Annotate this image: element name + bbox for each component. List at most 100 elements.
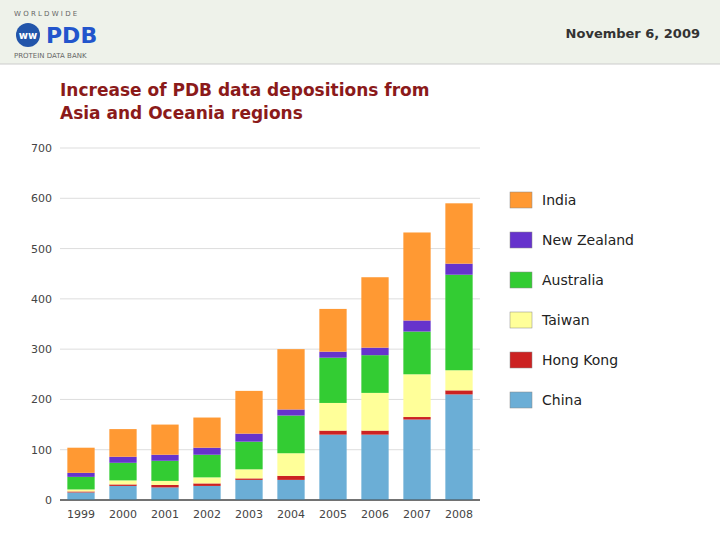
x-tick-label: 2003 [235,508,263,521]
header-band [0,0,720,64]
bar-segment [319,431,346,435]
bar-segment [361,277,388,347]
grid-line [60,148,480,149]
bar-segment [235,469,262,478]
legend-label: Hong Kong [542,352,618,368]
bar-segment [445,370,472,390]
bar-segment [403,320,430,331]
grid-line [60,500,480,501]
legend-swatch [510,392,532,408]
x-tick-label: 2002 [193,508,221,521]
bar-segment [277,416,304,454]
bar-segment [193,486,220,500]
bar-segment [277,476,304,480]
legend-label: China [542,392,582,408]
bar-segment [109,484,136,486]
bar-segment [151,455,178,461]
bar-segment [319,358,346,403]
bar-segment [277,453,304,476]
bar-segment [67,448,94,473]
bar-segment [235,442,262,470]
bar-segment [361,393,388,431]
x-tick-label: 2001 [151,508,179,521]
bar-segment [445,275,472,371]
legend-label: New Zealand [542,232,634,248]
bar-segment [319,435,346,500]
x-axis [60,500,480,501]
bar-segment [319,309,346,352]
legend-label: India [542,192,576,208]
chart: W O R L D W I D E ww PDB PROTEIN DATA BANK N… [0,0,720,540]
bar-segment [193,418,220,448]
legend-label: Australia [542,272,604,288]
bar-segment [361,355,388,393]
x-tick-label: 2004 [277,508,305,521]
y-tick-label: 600 [31,192,52,205]
legend-swatch [510,272,532,288]
bar-segment [67,491,94,492]
legend-swatch [510,232,532,248]
y-tick-label: 500 [31,243,52,256]
bar-segment [151,481,178,485]
bar-segment [403,232,430,320]
bar-segment [67,477,94,490]
y-tick-label: 0 [45,494,52,507]
bar-segment [109,457,136,463]
x-tick-label: 2007 [403,508,431,521]
bar-segment [235,391,262,434]
bar-segment [445,264,472,275]
y-tick-label: 100 [31,444,52,457]
bar-segment [277,349,304,409]
bar-segment [151,487,178,500]
bar-segment [445,390,472,394]
header-rule [0,64,720,65]
bar-segment [193,448,220,455]
x-tick-label: 2005 [319,508,347,521]
bar-segment [193,483,220,486]
bar-segment [235,478,262,480]
bar-segment [277,409,304,415]
x-tick-label: 2008 [445,508,473,521]
bar-segment [235,480,262,500]
logo-globe [16,23,40,47]
bars [67,203,472,500]
bar-segment [403,420,430,500]
bar-segment [361,348,388,356]
y-tick-label: 700 [31,142,52,155]
bar-segment [151,461,178,481]
bar-segment [277,480,304,500]
title: Increase of PDB data depositions from [60,80,430,100]
bar-segment [151,485,178,488]
bar-segment [109,463,136,481]
bar-segment [361,431,388,435]
logo-text: ww [19,30,37,41]
legend-label: Taiwan [541,312,590,328]
bar-segment [193,455,220,478]
bar-segment [445,203,472,263]
subtitle: Asia and Oceania regions [60,103,303,123]
y-tick-label: 200 [31,393,52,406]
grid-line [60,198,480,199]
bar-segment [109,429,136,457]
bar-segment [67,489,94,491]
grid [60,148,480,500]
bar-segment [109,486,136,500]
logo-text: PROTEIN DATA BANK [14,52,87,60]
legend: India New Zealand Australia Taiwan Hong Kong… [510,192,634,408]
bar-segment [67,473,94,477]
legend-swatch [510,312,532,328]
logo-text: PDB [46,23,97,48]
bar-segment [319,403,346,431]
bar-segment [445,394,472,500]
bar-segment [403,332,430,375]
y-tick-label: 300 [31,343,52,356]
legend-swatch [510,352,532,368]
x-tick-label: 2006 [361,508,389,521]
bar-segment [319,352,346,358]
logo-text: W O R L D W I D E [14,10,77,18]
legend-swatch [510,192,532,208]
bar-segment [67,492,94,500]
x-tick-label: 2000 [109,508,137,521]
date-text: November 6, 2009 [566,26,700,41]
bar-segment [403,417,430,420]
